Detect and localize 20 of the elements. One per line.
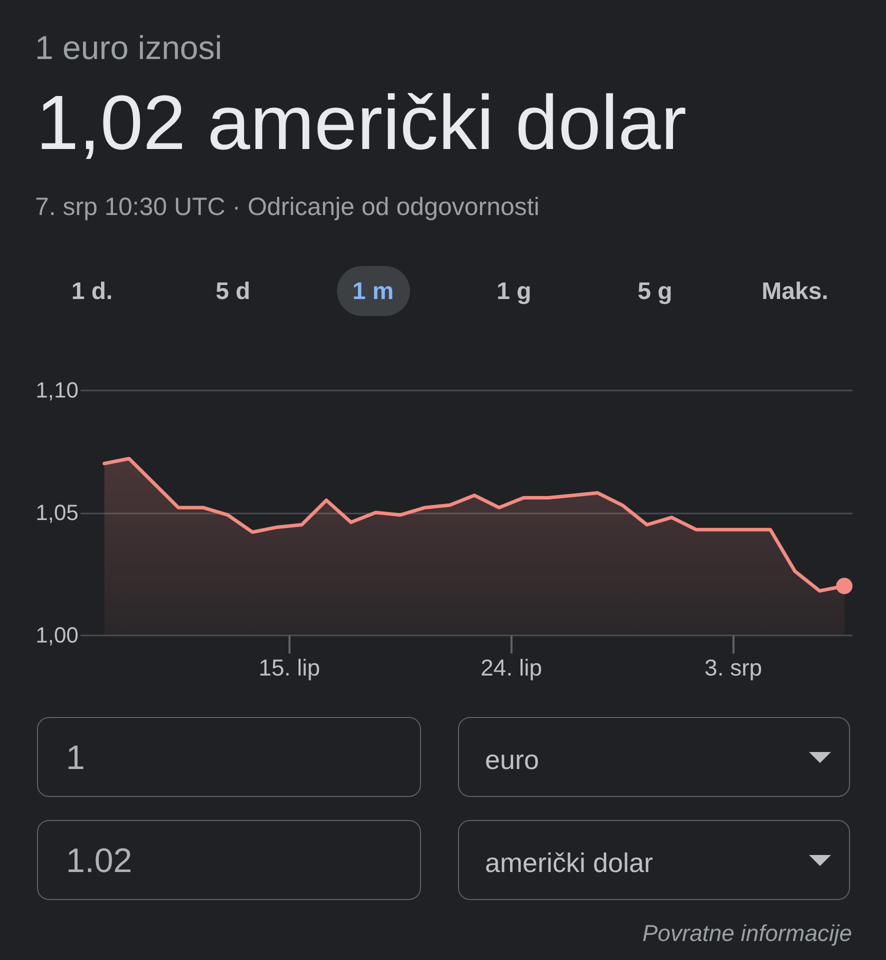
y-tick-label: 1,10 <box>36 378 78 402</box>
x-tick-label: 24. lip <box>480 654 542 680</box>
text: Povratne informacije <box>642 920 852 946</box>
text-field: 1 <box>37 717 421 797</box>
text: 5 g <box>638 278 672 305</box>
text: Maks. <box>762 278 828 305</box>
text: 1 euro iznosi <box>35 29 222 66</box>
text: 1 d. <box>71 278 113 305</box>
x-tick-label: 15. lip <box>258 654 320 680</box>
dropdown: euro <box>458 717 850 797</box>
text: 1 g <box>496 278 532 305</box>
y-tick-label: 1,00 <box>36 622 78 648</box>
chart-subtitle: 7. srp 10:30 UTC · Odricanje od odgovornosti <box>35 193 540 221</box>
x-tick-label: 3. srp <box>704 654 762 680</box>
text: 1 m <box>352 278 394 305</box>
chart-title: 1,02 američki dolar <box>36 80 687 166</box>
dropdown: američki dolar <box>458 820 850 900</box>
y-tick-label: 1,05 <box>36 500 78 525</box>
text: 5 d <box>216 278 250 305</box>
text-field: 1.02 <box>37 820 421 900</box>
